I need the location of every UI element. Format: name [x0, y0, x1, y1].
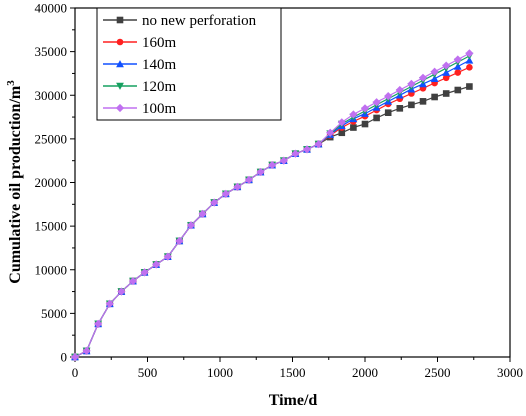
series-layer [70, 49, 474, 362]
x-tick-label: 1500 [280, 365, 306, 380]
data-point [454, 86, 462, 94]
legend-item: 120m [103, 79, 177, 95]
legend-item: no new perforation [103, 13, 257, 29]
y-tick-label: 20000 [35, 175, 68, 190]
data-point [256, 167, 265, 177]
legend-marker [116, 16, 124, 24]
legend-marker [116, 60, 124, 68]
data-point [430, 67, 439, 76]
legend-label: 120m [142, 79, 177, 95]
data-point [361, 120, 369, 128]
legend-label: no new perforation [142, 13, 257, 29]
data-point [163, 252, 172, 261]
series-no-new-perforation [71, 83, 473, 361]
data-point [117, 287, 126, 296]
x-tick-label: 3000 [497, 365, 523, 380]
series-line [74, 85, 470, 358]
y-tick-label: 0 [61, 350, 68, 365]
y-tick-label: 25000 [35, 131, 68, 146]
x-tick-label: 1000 [207, 365, 233, 380]
data-point [128, 276, 138, 286]
data-point [466, 64, 473, 71]
data-point [442, 61, 451, 70]
y-tick-label: 30000 [35, 88, 68, 103]
data-point [291, 149, 300, 158]
legend-item: 100m [103, 101, 177, 117]
data-point [442, 68, 451, 76]
data-point [430, 74, 439, 82]
x-tick-label: 500 [138, 365, 158, 380]
x-tick-label: 2000 [352, 365, 378, 380]
data-point [326, 128, 335, 137]
data-point [442, 90, 450, 97]
data-point [431, 93, 438, 101]
x-axis-title: Time/d [269, 392, 318, 409]
data-point [302, 145, 312, 154]
y-tick-label: 15000 [35, 219, 68, 234]
data-point [396, 105, 404, 112]
data-point [408, 101, 415, 109]
y-tick-label: 40000 [35, 1, 68, 16]
data-point [465, 56, 474, 64]
y-axis-title: Cumulative oil production/m3 [5, 80, 24, 284]
data-point [384, 109, 392, 116]
data-point [244, 175, 254, 184]
data-point [384, 92, 393, 101]
data-point [466, 83, 473, 90]
data-point [210, 198, 219, 207]
data-point [407, 79, 416, 89]
data-point [233, 182, 242, 191]
data-point [94, 319, 103, 328]
data-point [186, 221, 196, 230]
legend-marker [116, 82, 124, 90]
data-point [350, 124, 357, 131]
data-point [360, 104, 370, 113]
data-point [442, 74, 450, 82]
data-point [395, 85, 404, 95]
data-point [105, 299, 114, 308]
data-point [372, 98, 381, 107]
y-tick-label: 35000 [35, 44, 68, 59]
legend-item: 140m [103, 57, 177, 73]
x-tick-label: 0 [72, 365, 79, 380]
y-axis-title-text: Cumulative oil production/m [7, 85, 24, 284]
data-point [453, 55, 462, 64]
data-point [198, 209, 207, 219]
legend-label: 140m [142, 57, 177, 73]
y-tick-label: 5000 [41, 306, 67, 321]
data-point [419, 98, 427, 105]
data-point [82, 346, 91, 355]
y-tick-label: 10000 [35, 262, 68, 277]
data-point [70, 352, 80, 362]
series-100m [70, 49, 474, 362]
legend-item: 160m [103, 35, 177, 51]
data-point [418, 73, 428, 82]
data-point [314, 140, 323, 149]
legend: no new perforation 160m 140m 120m 100m [96, 7, 282, 121]
data-point [337, 118, 346, 127]
data-point [453, 62, 462, 70]
legend-label: 100m [142, 101, 177, 117]
data-point [140, 268, 149, 277]
data-point [279, 156, 288, 165]
data-point [338, 129, 346, 137]
legend-marker [115, 103, 125, 113]
data-point [152, 260, 161, 269]
data-point [221, 189, 230, 198]
legend-label: 160m [142, 35, 177, 51]
x-tick-label: 2500 [425, 365, 451, 380]
data-point [175, 236, 184, 246]
data-point [454, 69, 462, 76]
legend-marker [116, 38, 124, 46]
data-point [268, 160, 277, 170]
axis-ticks: 0 500 1000 1500 2000 2500 30000500010000150002… [35, 1, 524, 381]
data-point [465, 49, 474, 58]
data-point [349, 110, 358, 119]
data-point [373, 114, 380, 122]
y-axis-title-superscript: 3 [5, 80, 17, 86]
